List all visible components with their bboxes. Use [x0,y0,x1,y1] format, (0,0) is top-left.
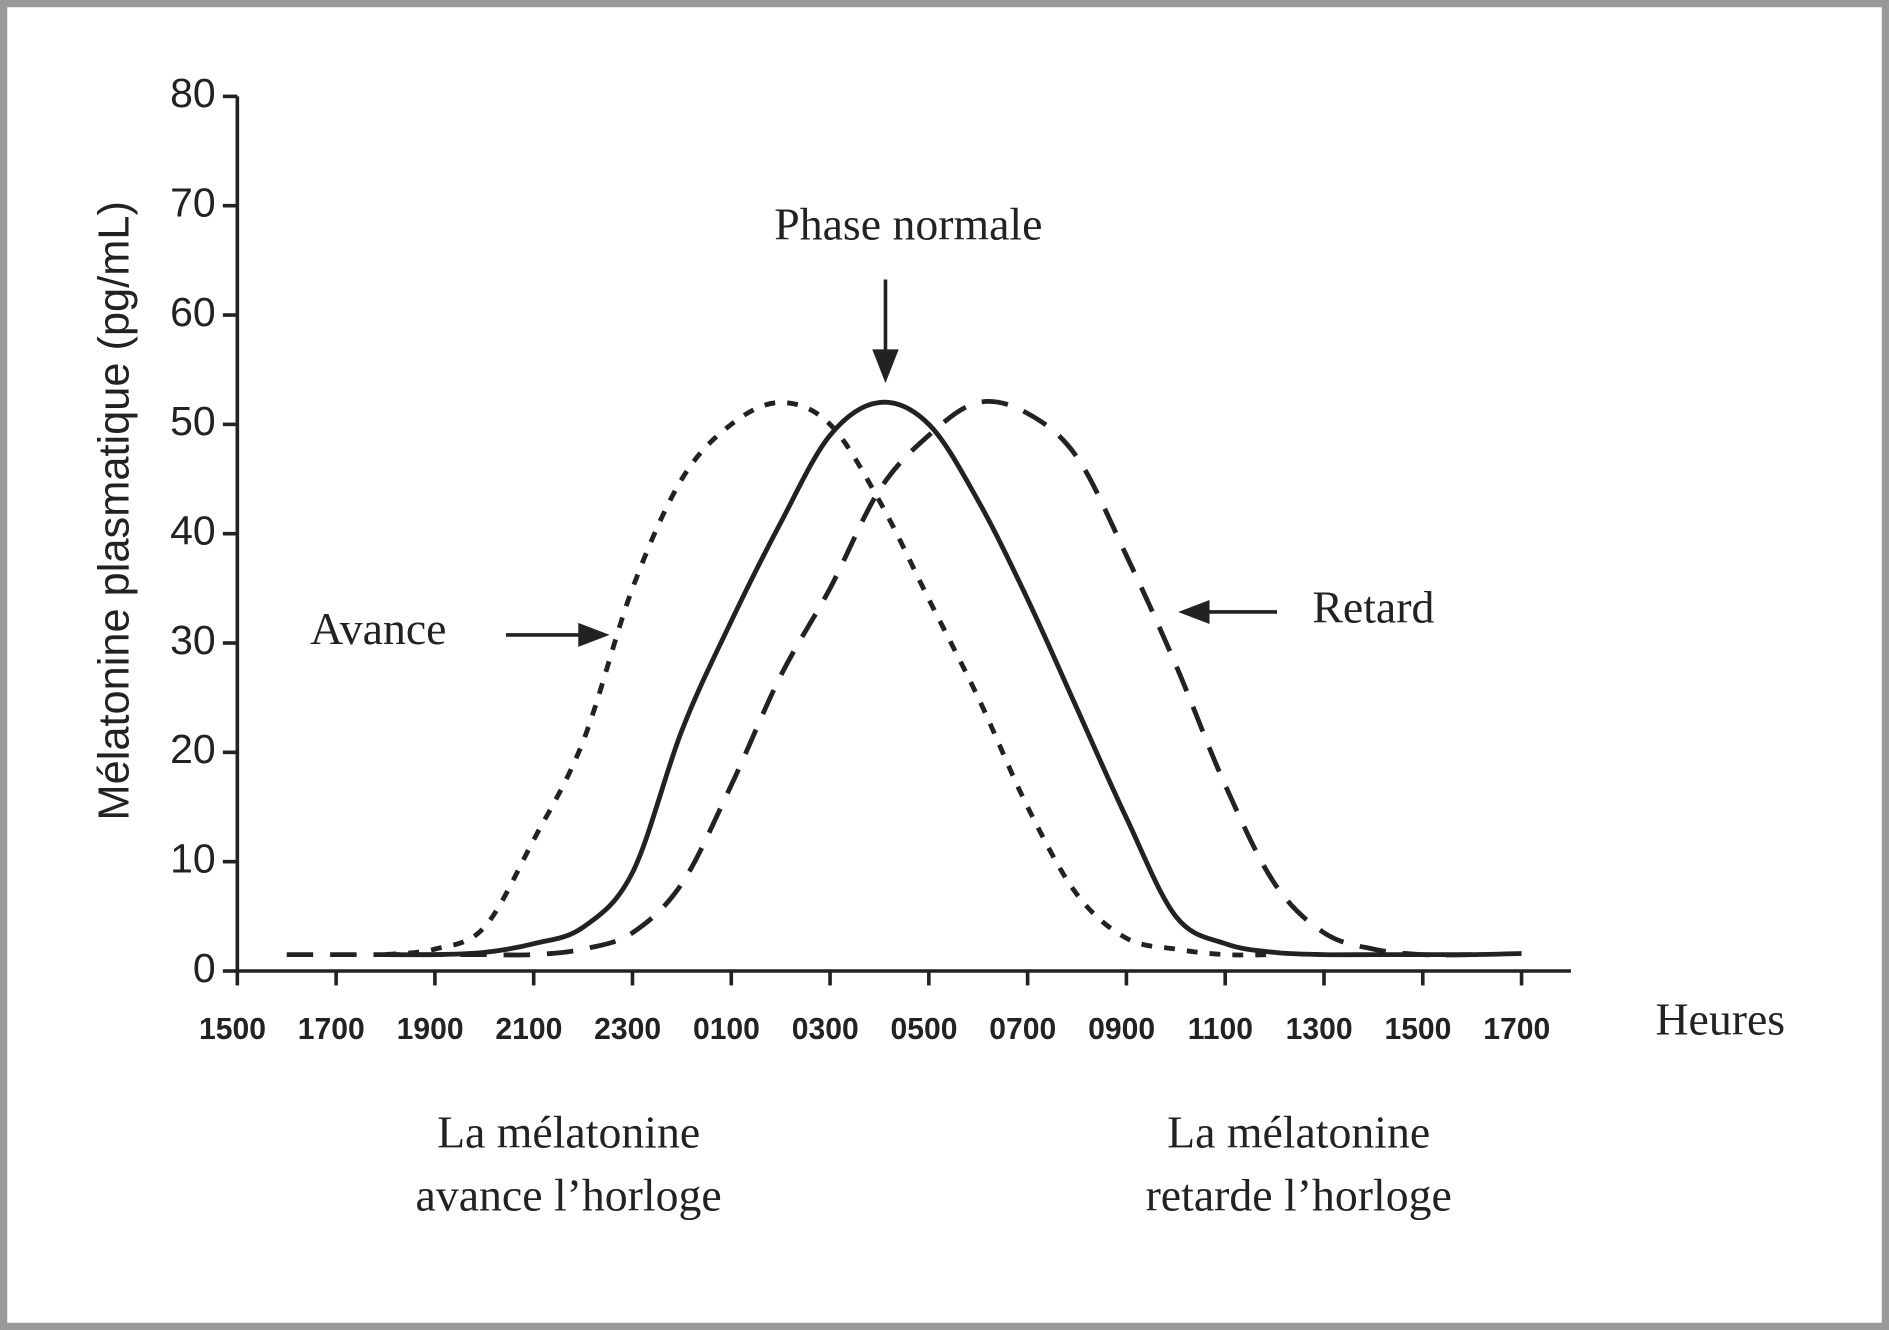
y-tick-label: 10 [170,835,216,881]
y-tick-label: 80 [170,70,216,116]
x-tick-label: 0700 [989,1013,1056,1046]
y-tick-label: 50 [170,398,216,444]
x-tick-label: 1300 [1286,1013,1353,1046]
x-tick-label: 0100 [693,1013,760,1046]
x-tick-label: 1900 [397,1013,464,1046]
annotation: Retard [1312,581,1434,632]
x-tick-label: 2300 [594,1013,661,1046]
note: La mélatonine [1167,1107,1430,1158]
series-line [385,400,1275,958]
note: retarde l’horloge [1146,1169,1452,1220]
x-tick-label: 1500 [1384,1013,1451,1046]
annotation: Avance [310,603,446,654]
x-tick-label: 0300 [792,1013,859,1046]
x-tick-label: 1700 [1483,1013,1550,1046]
y-tick-label: 20 [170,726,216,772]
series-line [286,398,1473,958]
y-tick-label: 0 [193,945,216,991]
series-line [385,399,1522,958]
y-tick-label: 40 [170,507,216,553]
y-tick-label: 30 [170,617,216,663]
x-tick-label: 0500 [891,1013,958,1046]
y-tick-label: 60 [170,289,216,335]
x-axis-label: Heures [1656,994,1786,1045]
x-tick-label: 1500 [199,1013,266,1046]
arrow-head [578,622,610,647]
x-tick-label: 1700 [298,1013,365,1046]
y-axis-label: Mélatonine plasmatique (pg/mL) [90,201,138,820]
arrow-head [1178,599,1210,625]
x-tick-label: 2100 [495,1013,562,1046]
y-tick-label: 70 [170,180,216,226]
x-tick-label: 0900 [1088,1013,1155,1046]
arrow-head [872,349,899,384]
annotation: Phase normale [774,198,1042,249]
note: La mélatonine [437,1107,700,1158]
x-tick-label: 1100 [1188,1013,1253,1046]
note: avance l’horloge [416,1169,722,1220]
